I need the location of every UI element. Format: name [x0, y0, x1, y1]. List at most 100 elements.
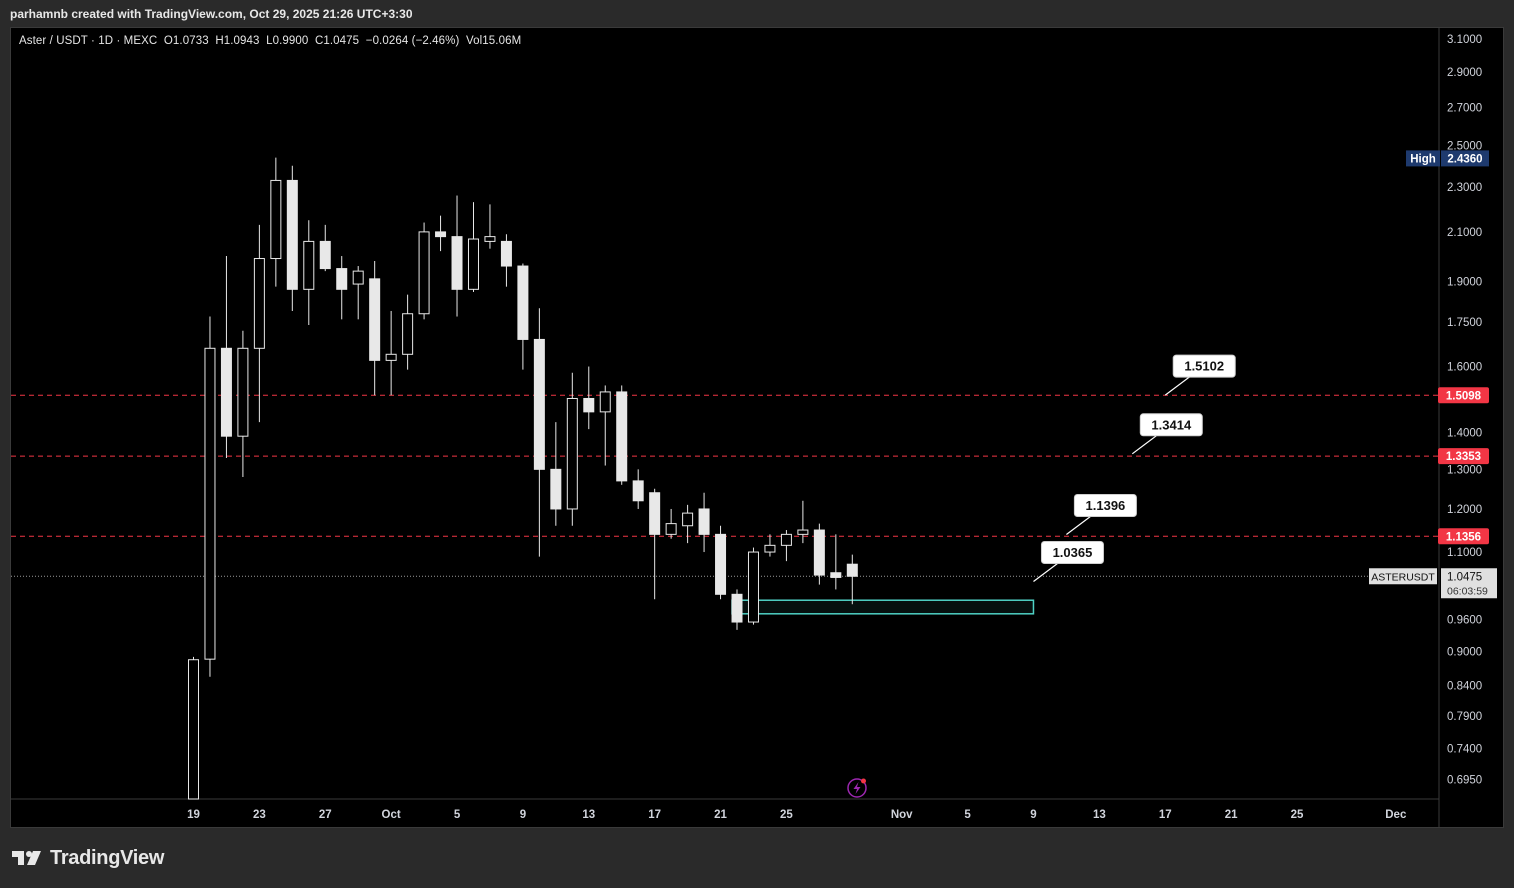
- candle: [813, 523, 825, 585]
- price-tag-bg: [1441, 568, 1497, 599]
- price-chart[interactable]: 1.5102 1.3414 1.1396 1.0365 3.1000 2.9000 2.7…: [11, 28, 1503, 827]
- candle-body: [303, 240, 315, 290]
- time-tick-label: 9: [520, 809, 526, 821]
- price-tick-label: 2.1000: [1447, 227, 1482, 239]
- candle: [616, 385, 628, 485]
- candle-body: [435, 231, 447, 238]
- time-tick-label: 25: [780, 809, 793, 821]
- candle: [237, 330, 249, 478]
- candle: [731, 589, 743, 630]
- candle-body: [369, 278, 381, 361]
- callout-pointer: [1033, 563, 1058, 582]
- time-tick-label: 27: [319, 809, 332, 821]
- candle: [550, 422, 562, 526]
- zone-rect: [731, 599, 1035, 615]
- candle-body: [253, 258, 265, 349]
- support-zone: [731, 599, 1035, 615]
- candle-body: [220, 347, 232, 437]
- symbol-title[interactable]: Aster / USDT · 1D · MEXC: [19, 35, 158, 47]
- candle: [270, 157, 282, 287]
- volume-value: Vol15.06M: [466, 35, 522, 47]
- candle-body: [682, 512, 694, 527]
- lightning-icon[interactable]: [847, 778, 867, 798]
- price-tick-label: 1.3000: [1447, 464, 1482, 476]
- candle: [451, 195, 463, 317]
- candle: [220, 256, 232, 459]
- candle: [402, 294, 414, 370]
- candle: [747, 547, 759, 625]
- candle-body: [336, 268, 348, 290]
- time-tick-label: Dec: [1385, 809, 1407, 821]
- candle-body: [566, 397, 578, 510]
- symbol-tag-label: ASTERUSDT: [1371, 571, 1435, 583]
- candle: [369, 261, 381, 396]
- callout-label: 1.0365: [1053, 545, 1093, 560]
- price-tag-countdown: 06:03:59: [1447, 585, 1488, 597]
- candle: [418, 222, 430, 320]
- price-tick-label: 0.9000: [1447, 646, 1482, 658]
- price-callout: 1.3414: [1131, 413, 1203, 455]
- price-tick-label: 2.9000: [1447, 67, 1482, 79]
- candle: [188, 656, 199, 800]
- level-price-tag: 1.3353: [1438, 448, 1489, 465]
- candle-body: [616, 391, 628, 482]
- candle: [253, 224, 265, 423]
- current-price-tag: ASTERUSDT 1.0475 06:03:59: [1369, 568, 1497, 599]
- candle-body: [747, 551, 759, 623]
- price-tick-label: 1.6000: [1447, 362, 1482, 374]
- high-value: H1.0943: [215, 35, 260, 47]
- callout-label: 1.3414: [1151, 417, 1192, 432]
- price-axis-tags: 1.5098 1.3353 1.1356 High 2.4360 ASTERUSDT 1.0…: [1369, 150, 1497, 599]
- candle-body: [484, 236, 496, 242]
- open-value: O1.0733: [163, 35, 209, 47]
- level-tag-label: 1.1356: [1446, 531, 1481, 543]
- candle: [698, 492, 710, 553]
- level-tag-label: 1.5098: [1446, 390, 1482, 402]
- time-tick-label: 5: [964, 809, 971, 821]
- candle-body: [352, 270, 364, 285]
- time-tick-label: Nov: [891, 809, 913, 821]
- callout-label: 1.1396: [1086, 498, 1126, 513]
- candle: [682, 504, 694, 544]
- candle: [830, 534, 842, 590]
- time-tick-label: 9: [1030, 809, 1036, 821]
- candle-body: [237, 347, 249, 437]
- candle-body: [418, 231, 430, 315]
- candle-body: [451, 236, 463, 290]
- price-tick-label: 2.3000: [1447, 182, 1482, 194]
- callout-pointer: [1131, 435, 1157, 455]
- candle-body: [830, 572, 842, 578]
- candle: [352, 266, 364, 320]
- time-tick-label: 13: [582, 809, 595, 821]
- candle: [385, 310, 397, 396]
- candle-body: [204, 347, 216, 660]
- candle-body: [698, 508, 710, 535]
- price-tick-label: 0.7900: [1447, 711, 1482, 723]
- time-tick-label: 25: [1291, 809, 1304, 821]
- candle-body: [550, 468, 562, 510]
- candle: [533, 308, 545, 557]
- price-callout: 1.1396: [1066, 494, 1137, 536]
- price-tick-label: 1.1000: [1447, 547, 1482, 559]
- level-tag-bg: [1438, 528, 1489, 545]
- candle-body: [764, 544, 776, 553]
- price-tick-label: 1.9000: [1447, 276, 1482, 288]
- tradingview-logo[interactable]: TradingView: [12, 846, 164, 870]
- chart-frame[interactable]: 1.5102 1.3414 1.1396 1.0365 3.1000 2.9000 2.7…: [10, 27, 1504, 828]
- price-tick-label: 2.7000: [1447, 102, 1482, 114]
- candle-body: [731, 593, 743, 623]
- candle: [780, 530, 792, 562]
- time-tick-label: 21: [714, 809, 727, 821]
- time-axis-ticks: 19 23 27 Oct 5 9 13 17 21 25 Nov 5 9 13 17 21 25 Dec: [187, 809, 1407, 821]
- candle: [435, 215, 447, 252]
- candle-body: [270, 179, 282, 260]
- candle: [846, 554, 858, 605]
- candle-body: [780, 533, 792, 546]
- price-tick-label: 0.6950: [1447, 774, 1482, 786]
- time-tick-label: 21: [1225, 809, 1238, 821]
- price-tag-value: 1.0475: [1447, 571, 1482, 583]
- candle: [566, 372, 578, 526]
- callout-pointer: [1066, 516, 1091, 536]
- price-axis-ticks: 3.1000 2.9000 2.7000 2.5000 2.3000 2.1000 1.90…: [1447, 34, 1482, 786]
- high-tag-label: High: [1410, 153, 1436, 165]
